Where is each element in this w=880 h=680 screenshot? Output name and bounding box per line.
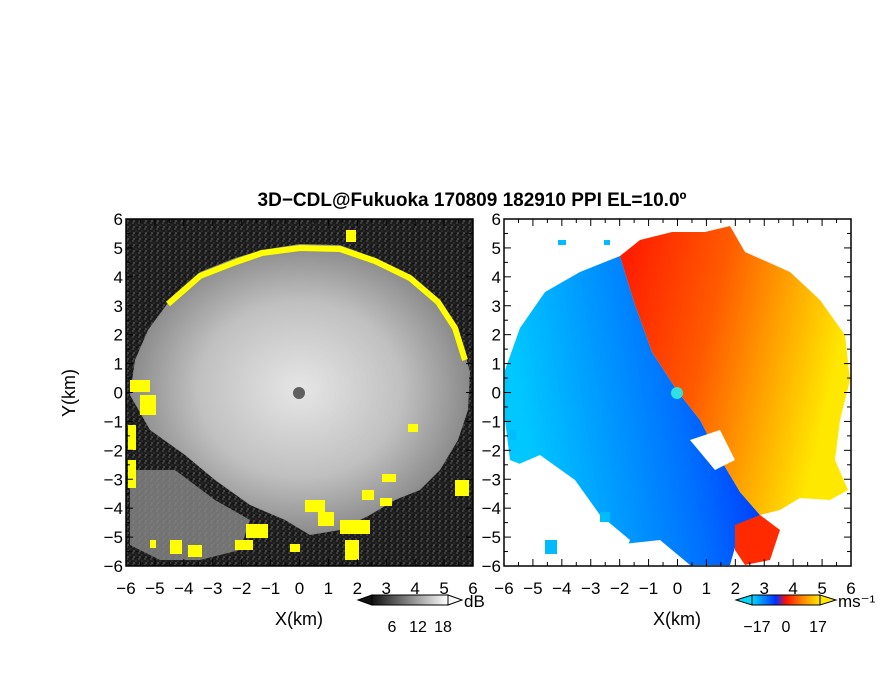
snr-x-tick-label: −1 — [261, 579, 280, 598]
snr-y-tick-label: 6 — [114, 210, 123, 229]
velocity-colorbar-tick: 0 — [782, 619, 791, 636]
velocity-colorbar-tick: 17 — [809, 619, 827, 636]
velocity-speckles — [510, 240, 610, 554]
velocity-center-marker — [671, 387, 683, 399]
velocity-y-tick-label: −1 — [482, 412, 501, 431]
velocity-y-tick-label: −5 — [482, 528, 501, 547]
velocity-x-tick-label: 2 — [731, 579, 740, 598]
velocity-x-tick-label: −3 — [581, 579, 600, 598]
snr-x-tick-label: 3 — [382, 579, 391, 598]
snr-colorbar-tick: 6 — [388, 619, 397, 636]
snr-edge-patches — [128, 230, 469, 560]
velocity-x-tick-label: 5 — [817, 579, 826, 598]
snr-y-tick-label: −6 — [104, 557, 123, 576]
snr-x-tick-label: −3 — [203, 579, 222, 598]
velocity-y-tick-label: −2 — [482, 441, 501, 460]
snr-x-tick-label: 4 — [410, 579, 419, 598]
snr-x-tick-label: −2 — [232, 579, 251, 598]
velocity-positive — [620, 226, 850, 515]
velocity-colorbar: ms⁻¹ −17 0 17 — [734, 592, 876, 636]
velocity-x-tick-label: 0 — [673, 579, 682, 598]
velocity-x-tick-label: 1 — [702, 579, 711, 598]
snr-x-tick-label: 0 — [295, 579, 304, 598]
snr-x-tick-label: 2 — [353, 579, 362, 598]
velocity-y-tick-label: 0 — [492, 384, 501, 403]
velocity-panel — [504, 219, 851, 566]
snr-y-tick-label: −3 — [104, 470, 123, 489]
snr-center-marker — [293, 387, 305, 399]
snr-colorbar-max-arrow — [447, 594, 464, 606]
snr-panel — [126, 219, 473, 566]
snr-x-tick-label: −5 — [145, 579, 164, 598]
snr-y-tick-label: 0 — [114, 384, 123, 403]
snr-y-tick-label: 4 — [114, 268, 123, 287]
snr-x-tick-label: 6 — [468, 579, 477, 598]
snr-x-tick-label: 1 — [324, 579, 333, 598]
velocity-y-tick-label: 4 — [492, 268, 501, 287]
snr-y-tick-label: −1 — [104, 412, 123, 431]
velocity-colorbar-bar — [751, 594, 821, 606]
velocity-gaps — [504, 430, 735, 566]
snr-xlabel: X(km) — [275, 609, 323, 629]
snr-colorbar-tick: 18 — [434, 619, 452, 636]
snr-y-tick-label: 1 — [114, 355, 123, 374]
snr-y-tick-label: 3 — [114, 297, 123, 316]
snr-y-tick-label: 5 — [114, 239, 123, 258]
velocity-x-tick-label: 3 — [760, 579, 769, 598]
velocity-x-tick-label: 6 — [846, 579, 855, 598]
velocity-x-tick-label: −2 — [610, 579, 629, 598]
velocity-positive-tail — [735, 515, 780, 565]
velocity-y-tick-label: −4 — [482, 499, 501, 518]
snr-x-tick-label: −4 — [174, 579, 193, 598]
velocity-y-tick-label: −6 — [482, 557, 501, 576]
velocity-colorbar-max-arrow — [819, 594, 838, 606]
velocity-y-tick-label: 5 — [492, 239, 501, 258]
snr-y-tick-label: −5 — [104, 528, 123, 547]
snr-y-tick-label: −2 — [104, 441, 123, 460]
velocity-x-tick-label: −6 — [494, 579, 513, 598]
snr-x-tick-label: −6 — [116, 579, 135, 598]
snr-colorbar-tick: 12 — [409, 619, 427, 636]
velocity-y-tick-label: 2 — [492, 326, 501, 345]
snr-y-tick-label: −4 — [104, 499, 123, 518]
snr-edge — [166, 245, 468, 361]
chart-title: 3D−CDL@Fukuoka 170809 182910 PPI EL=10.0… — [258, 190, 687, 211]
velocity-y-tick-label: −3 — [482, 470, 501, 489]
snr-ylabel: Y(km) — [59, 369, 79, 417]
snr-colorbar-unit: dB — [464, 592, 485, 611]
velocity-x-tick-label: 4 — [788, 579, 797, 598]
velocity-y-tick-label: 3 — [492, 297, 501, 316]
velocity-xlabel: X(km) — [653, 609, 701, 629]
snr-lower-echo — [130, 470, 250, 560]
snr-x-tick-label: 5 — [439, 579, 448, 598]
velocity-y-tick-label: 1 — [492, 355, 501, 374]
snr-colorbar-bar — [371, 594, 449, 606]
velocity-y-tick-label: 6 — [492, 210, 501, 229]
velocity-colorbar-tick: −17 — [743, 619, 770, 636]
snr-colorbar: dB 6 12 18 — [356, 592, 485, 636]
velocity-x-tick-label: −5 — [523, 579, 542, 598]
snr-y-tick-label: 2 — [114, 326, 123, 345]
velocity-x-tick-label: −1 — [639, 579, 658, 598]
velocity-colorbar-unit: ms⁻¹ — [838, 592, 876, 611]
velocity-x-tick-label: −4 — [552, 579, 571, 598]
